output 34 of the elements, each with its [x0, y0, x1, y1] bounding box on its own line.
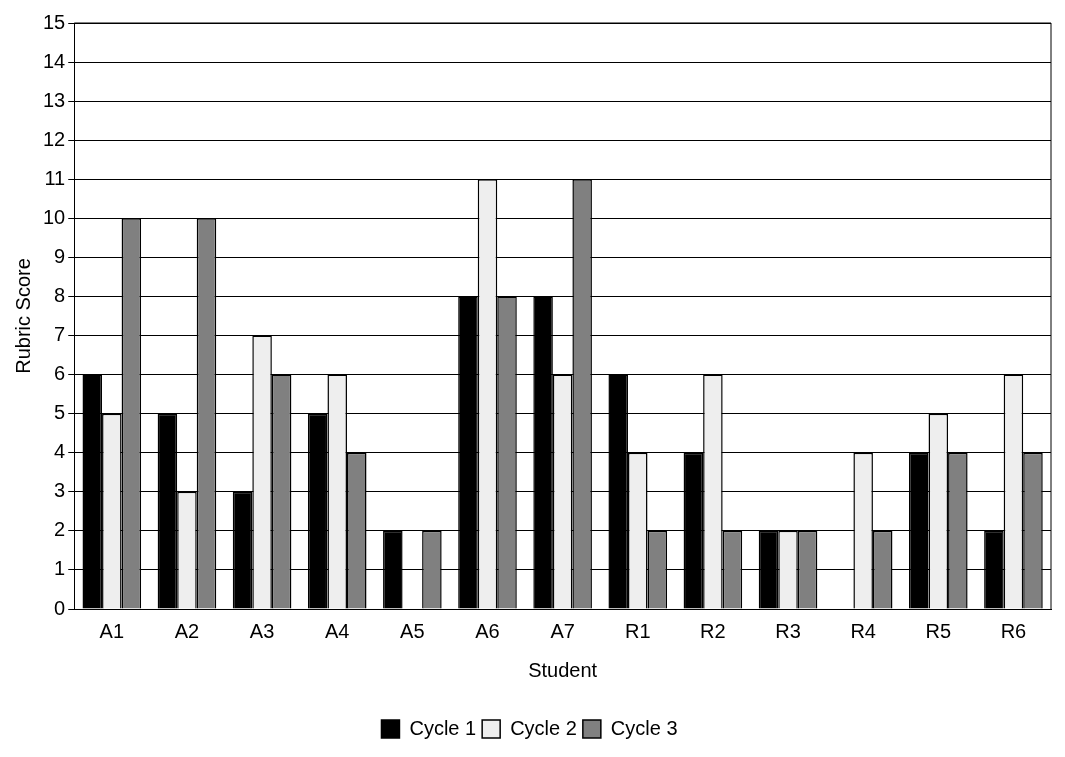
y-tick-label: 12 — [43, 127, 66, 150]
y-tick-label: 7 — [54, 323, 66, 346]
x-tick-label: R3 — [775, 619, 801, 642]
x-tick-label: R4 — [850, 619, 876, 642]
x-tick-label: A2 — [174, 619, 200, 642]
x-tick-label: A7 — [550, 619, 575, 642]
legend-label: Cycle 3 — [610, 716, 678, 739]
y-tick-label: 15 — [43, 10, 66, 33]
x-tick-label: R6 — [1000, 619, 1027, 642]
y-tick-label: 5 — [54, 401, 66, 424]
x-tick-label: R1 — [624, 619, 651, 642]
x-tick-label: A6 — [475, 619, 500, 642]
y-tick-label: 8 — [54, 283, 66, 306]
y-tick-label: 2 — [54, 518, 66, 541]
y-tick-label: 10 — [43, 205, 66, 228]
x-tick-label: A1 — [99, 619, 125, 642]
x-axis-title: Student — [528, 658, 598, 681]
y-tick-label: 1 — [54, 557, 66, 580]
y-tick-label: 4 — [54, 440, 66, 463]
x-tick-label: A3 — [249, 619, 275, 642]
x-tick-label: R2 — [700, 619, 726, 642]
legend-label: Cycle 2 — [510, 716, 577, 739]
x-tick-label: A4 — [324, 619, 350, 642]
y-tick-label: 14 — [43, 49, 66, 72]
y-tick-label: 9 — [54, 244, 66, 267]
y-tick-label: 0 — [54, 596, 66, 619]
y-tick-label: 3 — [54, 479, 66, 502]
y-tick-label: 11 — [44, 166, 66, 189]
y-tick-label: 6 — [54, 362, 66, 385]
y-tick-label: 13 — [43, 88, 66, 111]
y-axis-title: Rubric Score — [11, 258, 34, 374]
x-tick-label: A5 — [400, 619, 425, 642]
legend-label: Cycle 1 — [409, 716, 477, 739]
x-tick-label: R5 — [925, 619, 952, 642]
